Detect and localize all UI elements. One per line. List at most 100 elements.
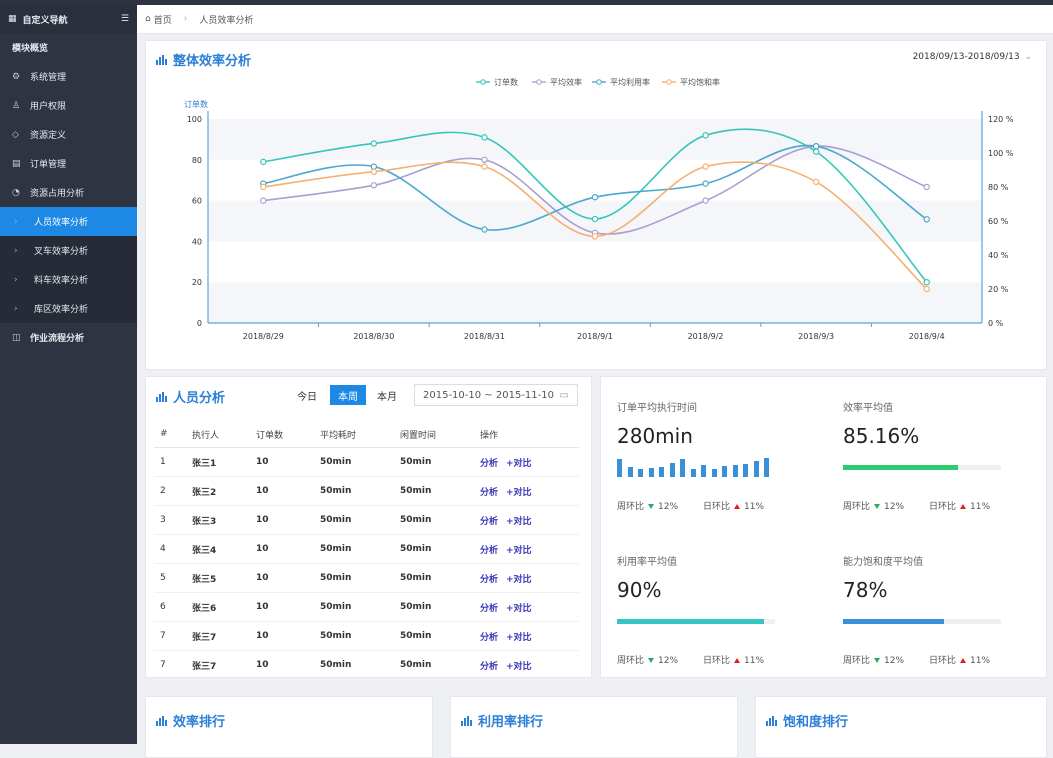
sidebar-item-system[interactable]: ⚙ 系统管理 bbox=[0, 62, 137, 91]
mini-bar bbox=[617, 459, 622, 477]
date-range-dropdown[interactable]: 2018/09/13-2018/09/13 ⌄ bbox=[913, 52, 1032, 62]
tab-this-week[interactable]: 本周 bbox=[330, 385, 366, 405]
compare-link[interactable]: +对比 bbox=[506, 516, 532, 527]
compare-link[interactable]: +对比 bbox=[506, 632, 532, 643]
chevron-right-icon: › bbox=[14, 274, 18, 285]
y-axis-label: 订单数 bbox=[184, 99, 208, 109]
ranking-title-text: 利用率排行 bbox=[478, 715, 544, 730]
day-comparison-value: 11% bbox=[744, 656, 765, 666]
legend-label: 平均饱和率 bbox=[680, 77, 720, 87]
analyze-link[interactable]: 分析 bbox=[480, 632, 499, 643]
sidebar-item-users[interactable]: ♙ 用户权限 bbox=[0, 91, 137, 120]
compare-link[interactable]: +对比 bbox=[506, 603, 532, 614]
table-cell: 50min bbox=[399, 447, 479, 477]
analyze-link[interactable]: 分析 bbox=[480, 661, 499, 672]
week-comparison-label: 周环比 bbox=[617, 502, 645, 512]
sidebar-item-label: 系统管理 bbox=[30, 73, 67, 83]
sidebar-item-resource-usage[interactable]: ◔ 资源占用分析 bbox=[0, 178, 137, 207]
day-comparison-label: 日环比 bbox=[929, 502, 957, 512]
compare-link[interactable]: +对比 bbox=[506, 661, 532, 672]
table-cell: 张三5 bbox=[191, 563, 255, 593]
trend-down-icon bbox=[648, 504, 655, 509]
table-cell: 张三7 bbox=[191, 621, 255, 651]
kpi-progress-fill bbox=[843, 619, 945, 624]
kpi-panel: 订单平均执行时间 280min 周环比 12% 日环比 11% 效率平均值 85.16% 周环比… bbox=[600, 376, 1047, 678]
table-cell: 2 bbox=[154, 476, 191, 506]
analyze-link[interactable]: 分析 bbox=[480, 487, 499, 498]
sidebar-item-workflow[interactable]: ◫ 作业流程分析 bbox=[0, 323, 137, 352]
bar-chart-icon bbox=[156, 715, 169, 726]
analyze-link[interactable]: 分析 bbox=[480, 545, 499, 556]
bar-chart-icon bbox=[156, 54, 169, 65]
kpi-progress-fill bbox=[617, 619, 764, 624]
data-point bbox=[260, 183, 267, 191]
sidebar-section-overview[interactable]: 模块概览 bbox=[0, 33, 137, 62]
column-header: 平均耗时 bbox=[319, 421, 399, 448]
people-date-range-input[interactable]: 2015-10-10 ~ 2015-11-10 ▭ bbox=[414, 384, 578, 406]
chevron-right-icon: › bbox=[14, 245, 18, 256]
calendar-icon: ▭ bbox=[559, 389, 569, 401]
sidebar-item-label: 资源定义 bbox=[30, 131, 67, 141]
analyze-link[interactable]: 分析 bbox=[480, 603, 499, 614]
saturation-ranking-title: 饱和度排行 bbox=[766, 711, 848, 730]
x-tick-label: 2018/9/3 bbox=[798, 332, 834, 341]
mini-bar bbox=[701, 465, 706, 477]
day-comparison: 日环比 11% bbox=[929, 653, 990, 666]
tab-this-month[interactable]: 本月 bbox=[377, 391, 397, 403]
data-point bbox=[591, 215, 599, 223]
table-cell: 10 bbox=[255, 621, 319, 651]
top-bar bbox=[0, 0, 1053, 5]
legend-marker bbox=[596, 79, 602, 85]
tab-today[interactable]: 今日 bbox=[297, 391, 317, 403]
kpi-value: 90% bbox=[617, 578, 662, 602]
compare-link[interactable]: +对比 bbox=[506, 574, 532, 585]
x-tick-label: 2018/8/29 bbox=[243, 332, 284, 341]
trend-down-icon bbox=[648, 658, 655, 663]
clock-icon: ◔ bbox=[12, 187, 20, 198]
table-cell-actions: 分析 +对比 bbox=[479, 505, 579, 535]
x-tick-label: 2018/8/31 bbox=[464, 332, 505, 341]
breadcrumb-home[interactable]: 首页 bbox=[153, 15, 172, 26]
sidebar-title: 自定义导航 bbox=[22, 15, 68, 26]
data-point bbox=[370, 168, 378, 175]
analyze-link[interactable]: 分析 bbox=[480, 516, 499, 527]
week-comparison: 周环比 12% bbox=[843, 499, 904, 512]
legend-label: 平均效率 bbox=[550, 77, 582, 87]
day-comparison-label: 日环比 bbox=[929, 656, 957, 666]
data-point bbox=[260, 158, 267, 166]
trend-down-icon bbox=[874, 658, 881, 663]
kpi-progress-track bbox=[617, 619, 775, 624]
tag-icon: ◇ bbox=[12, 129, 19, 140]
table-cell-actions: 分析 +对比 bbox=[479, 534, 579, 564]
trend-up-icon bbox=[960, 504, 967, 509]
analyze-link[interactable]: 分析 bbox=[480, 458, 499, 469]
table-row: 7 张三7 10 50min 50min 分析 +对比 bbox=[154, 650, 579, 680]
bar-chart-icon bbox=[156, 391, 169, 402]
sidebar-item-orders[interactable]: ▤ 订单管理 bbox=[0, 149, 137, 178]
sidebar-subitem-warehouse[interactable]: › 库区效率分析 bbox=[0, 294, 137, 323]
sidebar-item-resources[interactable]: ◇ 资源定义 bbox=[0, 120, 137, 149]
column-header: 订单数 bbox=[255, 421, 319, 448]
sidebar-subitem-forklift[interactable]: › 叉车效率分析 bbox=[0, 236, 137, 265]
compare-link[interactable]: +对比 bbox=[506, 545, 532, 556]
analyze-link[interactable]: 分析 bbox=[480, 574, 499, 585]
kpi-card: 能力饱和度平均值 78% 周环比 12% 日环比 11% bbox=[843, 553, 1043, 673]
sidebar-subitem-people[interactable]: › 人员效率分析 bbox=[0, 207, 137, 236]
table-cell: 10 bbox=[255, 505, 319, 535]
data-point bbox=[591, 193, 599, 201]
trend-down-icon bbox=[874, 504, 881, 509]
table-cell: 50min bbox=[399, 534, 479, 564]
compare-link[interactable]: +对比 bbox=[506, 487, 532, 498]
table-cell: 50min bbox=[399, 621, 479, 651]
kpi-progress-fill bbox=[843, 465, 959, 470]
week-comparison-label: 周环比 bbox=[843, 656, 871, 666]
sidebar-subitem-cart[interactable]: › 料车效率分析 bbox=[0, 265, 137, 294]
collapse-menu-icon[interactable]: ☰ bbox=[120, 14, 129, 24]
people-title-text: 人员分析 bbox=[173, 391, 226, 406]
week-comparison-value: 12% bbox=[884, 656, 905, 666]
compare-link[interactable]: +对比 bbox=[506, 458, 532, 469]
table-cell-actions: 分析 +对比 bbox=[479, 447, 579, 477]
chevron-right-icon: › bbox=[14, 216, 18, 227]
breadcrumb-current: 人员效率分析 bbox=[199, 15, 254, 26]
table-cell: 4 bbox=[154, 534, 191, 564]
